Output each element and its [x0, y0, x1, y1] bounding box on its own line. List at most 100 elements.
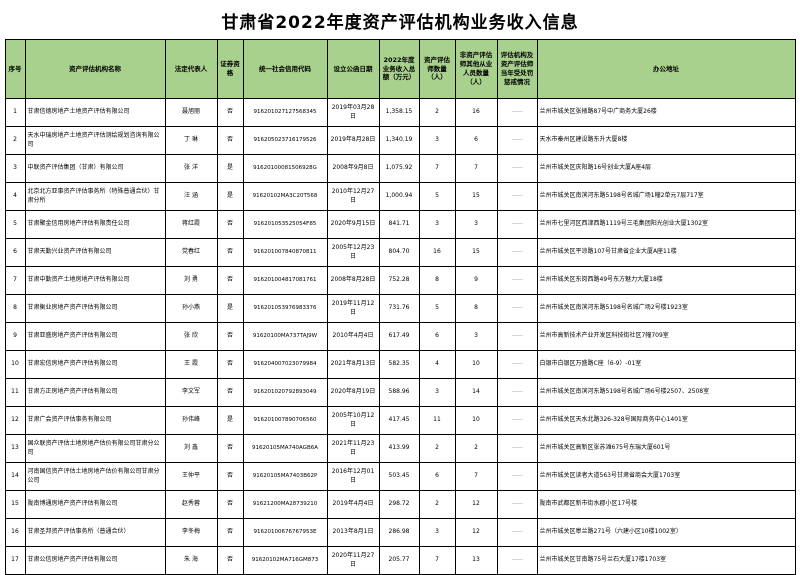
- table-row: 1 甘肃信德房地产土地资产评估有限公司 聂旭丽否 916201027127568345…: [4, 98, 796, 127]
- table-row: 12 甘肃广会资产评估事务有限公司 孙伟峰是 916201007890706560 20…: [4, 406, 796, 435]
- table-cell: 兰州市城关区天水北路326-328号国际商务中心1401室: [536, 406, 796, 435]
- table-cell: 兰州市城关区读者大道563号甘肃省商会大厦1703室: [536, 462, 796, 491]
- table-cell: 否: [216, 518, 244, 547]
- column-header-6: 2022年度业务收入总额（万元）: [378, 39, 420, 99]
- table-cell: 否: [216, 378, 244, 407]
- table-cell: 甘肃公信房地产资产评估有限公司: [24, 546, 166, 575]
- table-cell: 8: [418, 266, 456, 295]
- table-cell: ——: [496, 350, 538, 379]
- table-cell: 7: [418, 154, 456, 183]
- table-cell: 15: [454, 182, 498, 211]
- table-cell: ——: [496, 546, 538, 575]
- table-cell: 2005年12月23日: [326, 238, 380, 267]
- table-cell: 否: [216, 322, 244, 351]
- table-cell: 2: [4, 126, 26, 155]
- table-cell: 7: [418, 546, 456, 575]
- table-cell: 否: [216, 546, 244, 575]
- table-cell: 否: [216, 434, 244, 463]
- table-cell: 10: [454, 350, 498, 379]
- table-row: 4 北京北方亚事资产评估事务所（特殊普通合伙）甘肃分所汪 涵是 91620102MA…: [4, 182, 796, 211]
- table-cell: 2: [418, 490, 456, 519]
- table-cell: 10: [4, 350, 26, 379]
- table-cell: 2019年03月28日: [326, 98, 380, 127]
- table-row: 2 天水中瑞房地产土地资产评估测绘规划咨询有限公司丁 琳否 916205023716…: [4, 126, 796, 155]
- table-cell: 孙伟峰: [164, 406, 218, 435]
- table-cell: ——: [496, 266, 538, 295]
- table-row: 3 中联资产评估集团（甘肃）有限公司张 洋是 91620100081506928G 2…: [4, 154, 796, 183]
- table-cell: 党春红: [164, 238, 218, 267]
- table-cell: 是: [216, 406, 244, 435]
- table-cell: 兰州市城关区高新区张苏滩675号东瑞大厦601号: [536, 434, 796, 463]
- table-cell: 1,358.15: [378, 98, 420, 127]
- table-cell: 588.96: [378, 378, 420, 407]
- table-cell: 12: [454, 518, 498, 547]
- table-cell: 2021年8月13日: [326, 350, 380, 379]
- table-cell: 205.77: [378, 546, 420, 575]
- table-cell: 甘肃衡业房地产资产评估有限公司: [24, 294, 166, 323]
- table-cell: 2013年8月1日: [326, 518, 380, 547]
- table-cell: 白银市白银区万盛路C座（6-9）-01室: [536, 350, 796, 379]
- table-cell: 刘 勇: [164, 266, 218, 295]
- table-cell: 13: [4, 434, 26, 463]
- table-cell: 2019年8月28日: [326, 126, 380, 155]
- table-cell: 91620105MA740AGB6A: [242, 434, 328, 463]
- table-cell: 甘肃聚金信用房地产评估有限责任公司: [24, 210, 166, 239]
- table-cell: 国众联资产评估土地房地产估价有限公司甘肃分公司: [24, 434, 166, 463]
- table-cell: 1,000.94: [378, 182, 420, 211]
- page-title: 甘肃省2022年度资产评估机构业务收入信息: [221, 13, 579, 33]
- table-cell: 兰州市城关区庆阳路16号创业大厦A座4层: [536, 154, 796, 183]
- table-cell: ——: [496, 126, 538, 155]
- table-row: 14 河南国信资产评估土地房地产估价有限公司甘肃分公司 王仲平否 91620105MA…: [4, 462, 796, 491]
- table-cell: 孙小燕: [164, 294, 218, 323]
- column-header-0: 序号: [4, 39, 26, 99]
- table-cell: ——: [496, 98, 538, 127]
- table-cell: 6: [418, 462, 456, 491]
- table-cell: 蒋红霞: [164, 210, 218, 239]
- table-cell: 5: [4, 210, 26, 239]
- table-cell: 6: [418, 322, 456, 351]
- table-row: 5 甘肃聚金信用房地产评估有限责任公司 蒋红霞否 916201053525054F85…: [4, 210, 796, 239]
- income-table: 序号 资产评估机构名称 法定代表人 证券资格 统一社会信用代码 设立公函日期 2022年度业…: [4, 39, 796, 575]
- table-cell: 298.72: [378, 490, 420, 519]
- table-cell: ——: [496, 154, 538, 183]
- table-cell: 2016年12月01日: [326, 462, 380, 491]
- table-cell: ——: [496, 406, 538, 435]
- table-cell: ——: [496, 378, 538, 407]
- table-cell: 841.71: [378, 210, 420, 239]
- table-cell: 是: [216, 182, 244, 211]
- table-cell: 中联资产评估集团（甘肃）有限公司: [24, 154, 166, 183]
- table-row: 10 甘肃宏信房地产资产评估有限公司王 霞否 916204007023079984 2…: [4, 350, 796, 379]
- table-cell: 12: [454, 490, 498, 519]
- table-cell: 丁 琳: [164, 126, 218, 155]
- table-cell: 2: [418, 98, 456, 127]
- table-cell: 甘肃中勤资产土地房地产评估有限公司: [24, 266, 166, 295]
- table-cell: ——: [496, 518, 538, 547]
- table-cell: 兰州市城关区南滨河东路5198号名城广场1幢2单元7层717室: [536, 182, 796, 211]
- table-cell: 兰州市城关区南滨河东路5198号名城广场2号楼1923室: [536, 294, 796, 323]
- table-cell: 兰州市城关区东岗西路49号东方魅力大厦18楼: [536, 266, 796, 295]
- table-cell: 916201027127568345: [242, 98, 328, 127]
- column-header-4: 统一社会信用代码: [242, 39, 328, 99]
- table-body: 1 甘肃信德房地产土地资产评估有限公司 聂旭丽否 916201027127568345…: [4, 98, 796, 575]
- table-header-row: 序号 资产评估机构名称 法定代表人 证券资格 统一社会信用代码 设立公函日期 2022年度业…: [4, 39, 796, 99]
- table-cell: 2020年9月15日: [326, 210, 380, 239]
- table-cell: ——: [496, 490, 538, 519]
- table-cell: 582.35: [378, 350, 420, 379]
- table-cell: 天水市秦州区建设路东升大厦8楼: [536, 126, 796, 155]
- table-row: 7 甘肃中勤资产土地房地产评估有限公司刘 勇否 916201004817081761…: [4, 266, 796, 295]
- table-cell: 6: [454, 126, 498, 155]
- table-cell: 752.28: [378, 266, 420, 295]
- column-header-1: 资产评估机构名称: [24, 39, 166, 99]
- table-cell: 2020年8月19日: [326, 378, 380, 407]
- table-cell: 91620102MA3C20T568: [242, 182, 328, 211]
- table-cell: 916201020792893049: [242, 378, 328, 407]
- column-header-10: 办公地址: [536, 39, 796, 99]
- table-cell: 河南国信资产评估土地房地产估价有限公司甘肃分公司: [24, 462, 166, 491]
- table-cell: 王仲平: [164, 462, 218, 491]
- table-cell: 李冬梅: [164, 518, 218, 547]
- table-cell: 否: [216, 462, 244, 491]
- table-cell: 2019年4月4日: [326, 490, 380, 519]
- table-cell: 2005年10月12日: [326, 406, 380, 435]
- table-cell: 7: [454, 154, 498, 183]
- table-cell: 11: [4, 378, 26, 407]
